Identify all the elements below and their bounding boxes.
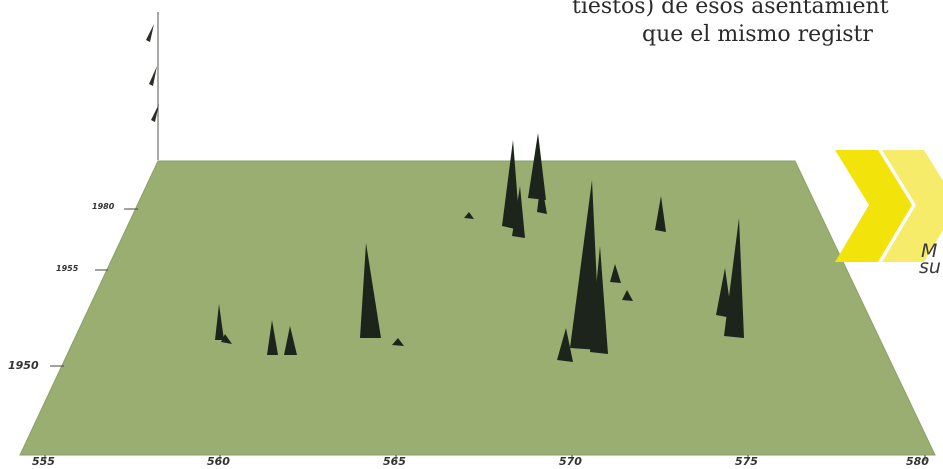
x-tick-580: 580 xyxy=(906,455,929,468)
x-tick-575: 575 xyxy=(735,455,758,468)
logo-text-line-1: M xyxy=(921,240,938,262)
y-tick-1955: 1955 xyxy=(56,264,79,273)
vertical-axis xyxy=(146,12,159,160)
spikes xyxy=(215,133,744,362)
y-tick-1980: 1980 xyxy=(92,202,115,211)
document-text-line-1: tiestos) de esos asentamient xyxy=(572,0,889,19)
x-tick-565: 565 xyxy=(383,455,406,468)
logo-text-line-2: su xyxy=(919,256,941,278)
x-tick-555: 555 xyxy=(32,455,55,468)
logo-chevrons xyxy=(835,150,943,262)
surface-plane xyxy=(19,160,936,456)
x-tick-570: 570 xyxy=(559,455,582,468)
document-text-line-2: que el mismo registr xyxy=(642,22,873,47)
y-tick-1950: 1950 xyxy=(8,359,39,372)
x-tick-560: 560 xyxy=(207,455,230,468)
